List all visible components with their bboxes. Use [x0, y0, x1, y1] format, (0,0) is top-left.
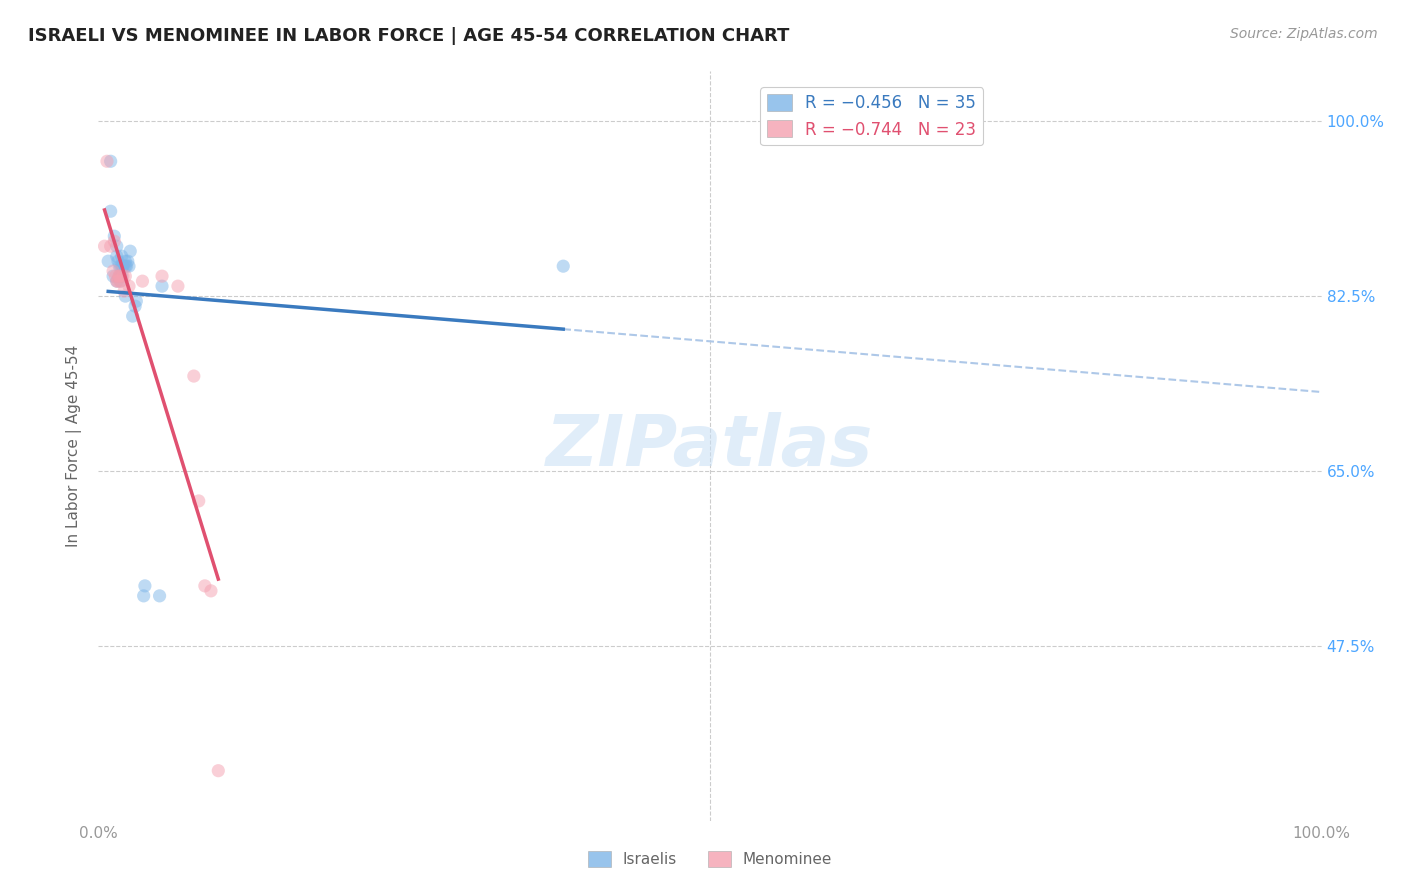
Point	[110, 269, 132, 284]
Point	[167, 279, 190, 293]
Point	[101, 264, 124, 278]
Point	[108, 269, 131, 284]
Point	[114, 269, 136, 284]
Point	[132, 589, 155, 603]
Point	[100, 239, 122, 253]
Point	[108, 269, 131, 284]
Point	[150, 269, 173, 284]
Point	[183, 369, 205, 384]
Point	[149, 589, 172, 603]
Point	[114, 254, 136, 268]
Point	[112, 284, 135, 298]
Point	[111, 249, 134, 263]
Point	[110, 274, 132, 288]
Point	[131, 274, 153, 288]
Point	[96, 154, 118, 169]
Point	[115, 259, 138, 273]
Point	[134, 579, 156, 593]
Point	[120, 244, 142, 259]
Point	[105, 274, 128, 288]
Text: Source: ZipAtlas.com: Source: ZipAtlas.com	[1230, 27, 1378, 41]
Point	[110, 274, 132, 288]
Point	[117, 254, 139, 268]
Point	[108, 259, 131, 273]
Point	[187, 494, 209, 508]
Y-axis label: In Labor Force | Age 45-54: In Labor Force | Age 45-54	[66, 345, 83, 547]
Point	[200, 583, 222, 598]
Point	[107, 274, 129, 288]
Text: ZIPatlas: ZIPatlas	[547, 411, 873, 481]
Point	[108, 269, 131, 284]
Point	[103, 229, 125, 244]
Point	[207, 764, 229, 778]
Text: ISRAELI VS MENOMINEE IN LABOR FORCE | AGE 45-54 CORRELATION CHART: ISRAELI VS MENOMINEE IN LABOR FORCE | AG…	[28, 27, 790, 45]
Point	[105, 239, 128, 253]
Point	[111, 259, 134, 273]
Point	[110, 259, 132, 273]
Point	[121, 309, 143, 323]
Point	[111, 259, 134, 273]
Point	[114, 289, 136, 303]
Point	[101, 269, 124, 284]
Point	[150, 279, 173, 293]
Point	[114, 259, 136, 273]
Point	[553, 259, 575, 273]
Point	[104, 269, 127, 284]
Point	[194, 579, 217, 593]
Point	[105, 274, 128, 288]
Point	[125, 294, 148, 309]
Point	[118, 259, 141, 273]
Point	[111, 259, 134, 273]
Point	[111, 269, 134, 284]
Point	[97, 254, 120, 268]
Point	[111, 269, 134, 284]
Point	[124, 299, 146, 313]
Point	[100, 204, 122, 219]
Point	[107, 254, 129, 268]
Legend: Israelis, Menominee: Israelis, Menominee	[582, 845, 838, 873]
Point	[110, 269, 132, 284]
Point	[103, 234, 125, 248]
Point	[118, 279, 141, 293]
Point	[100, 154, 122, 169]
Point	[93, 239, 115, 253]
Point	[105, 249, 128, 263]
